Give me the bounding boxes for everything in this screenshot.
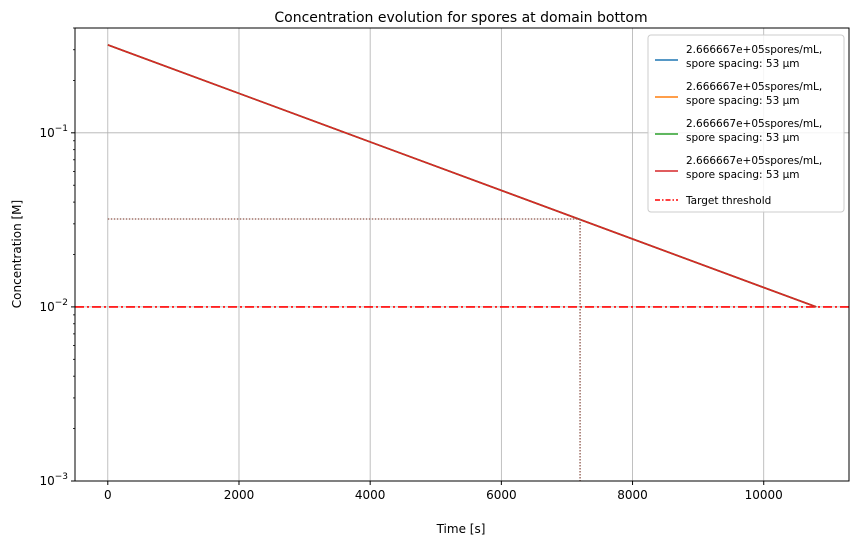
- y-axis: 10−3 10−2 10−1: [39, 27, 75, 488]
- legend: 2.666667e+05spores/mL, spore spacing: 53 …: [647, 34, 845, 213]
- marker-lines: [107, 218, 581, 481]
- x-tick-label: 2000: [224, 488, 255, 502]
- y-tick-label: 10−3: [39, 472, 68, 488]
- x-tick-label: 4000: [355, 488, 386, 502]
- x-tick-label: 10000: [745, 488, 783, 502]
- legend-label-1: 2.666667e+05spores/mL, spore spacing: 53 …: [686, 44, 822, 70]
- series-layer: [107, 44, 817, 308]
- legend-box: [647, 34, 845, 213]
- y-tick-label: 10−1: [39, 124, 68, 140]
- x-axis: 0 2000 4000 6000 8000 10000: [104, 481, 783, 502]
- legend-label-4: 2.666667e+05spores/mL, spore spacing: 53 …: [686, 155, 822, 181]
- y-tick-label: 10−2: [39, 298, 68, 314]
- x-axis-label: Time [s]: [436, 522, 486, 536]
- chart-title: Concentration evolution for spores at do…: [274, 10, 647, 26]
- x-tick-label: 6000: [486, 488, 517, 502]
- legend-label-threshold: Target threshold: [685, 195, 771, 207]
- x-tick-label: 0: [104, 488, 112, 502]
- y-axis-label: Concentration [M]: [10, 200, 24, 308]
- series-line-4: [107, 44, 817, 308]
- x-tick-label: 8000: [617, 488, 648, 502]
- legend-label-2: 2.666667e+05spores/mL, spore spacing: 53 …: [686, 81, 822, 107]
- legend-label-3: 2.666667e+05spores/mL, spore spacing: 53 …: [686, 118, 822, 144]
